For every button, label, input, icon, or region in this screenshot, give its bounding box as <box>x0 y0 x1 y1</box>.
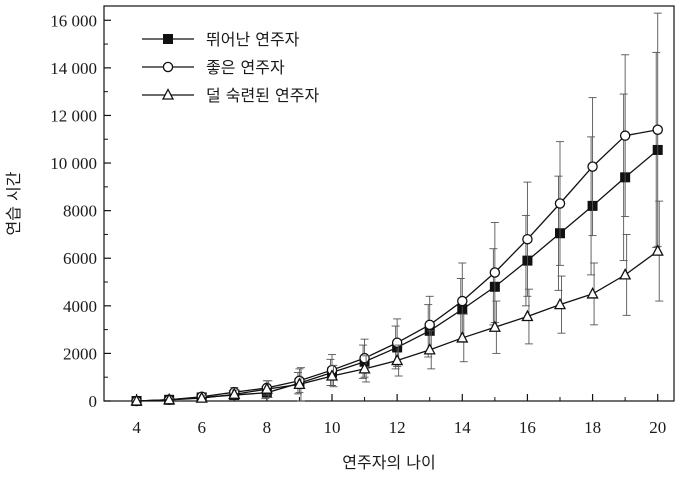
y-tick-label: 10 000 <box>50 154 97 173</box>
x-tick-label: 12 <box>389 418 406 437</box>
data-point <box>553 297 567 310</box>
legend-entry-excellent: 뛰어난 연주자 <box>142 30 300 49</box>
axis-ticks: 4 6 8 10 12 14 16 18 20 0 2000 4000 6000 8000 10 000 12… <box>50 11 666 437</box>
x-tick-label: 20 <box>649 418 666 437</box>
legend-label: 뛰어난 연주자 <box>206 30 300 49</box>
data-point <box>522 233 533 245</box>
data-point <box>195 391 208 403</box>
data-point <box>619 267 632 280</box>
data-point <box>457 295 468 307</box>
x-tick-label: 6 <box>197 418 206 437</box>
data-point <box>325 369 339 381</box>
x-tick-label: 18 <box>584 418 601 437</box>
data-point <box>652 124 663 135</box>
y-axis-title: 연습 시간 <box>4 171 23 235</box>
y-tick-label: 6000 <box>63 249 97 268</box>
data-point <box>391 337 403 348</box>
data-point <box>521 309 534 322</box>
data-point <box>293 377 306 389</box>
legend-marker <box>163 34 173 44</box>
data-point <box>587 161 598 172</box>
data-point <box>619 130 631 141</box>
data-point <box>651 244 664 256</box>
data-point <box>260 382 273 394</box>
y-tick-label: 8000 <box>63 202 97 221</box>
data-point <box>456 331 469 343</box>
y-tick-label: 2000 <box>63 344 97 363</box>
legend-entry-good: 좋은 연주자 <box>142 58 285 77</box>
data-point <box>423 342 436 355</box>
plot-frame <box>103 5 675 402</box>
legend-entry-less-skilled: 덜 숙련된 연주자 <box>142 86 319 105</box>
data-point <box>163 392 176 405</box>
x-tick-label: 8 <box>263 418 272 437</box>
plot-border <box>103 5 675 402</box>
x-tick-label: 10 <box>324 418 341 437</box>
y-tick-label: 16 000 <box>50 11 97 30</box>
x-tick-label: 4 <box>132 418 141 437</box>
series-less-skilled <box>130 200 664 406</box>
y-tick-label: 0 <box>89 392 98 411</box>
data-point <box>489 267 501 278</box>
data-point <box>228 387 241 399</box>
data-point <box>391 353 404 366</box>
legend-marker <box>161 88 175 100</box>
series-excellent <box>131 51 663 406</box>
series-group <box>130 12 664 407</box>
legend-marker <box>162 61 174 73</box>
data-point <box>424 319 435 331</box>
x-tick-label: 14 <box>454 418 472 437</box>
data-point <box>586 287 599 299</box>
y-tick-label: 4000 <box>63 297 97 316</box>
legend-label: 덜 숙련된 연주자 <box>206 86 319 105</box>
data-point <box>488 320 501 332</box>
data-point <box>358 361 371 374</box>
y-tick-label: 14 000 <box>50 59 97 78</box>
x-axis-title: 연주자의 나이 <box>342 453 435 472</box>
data-point <box>359 352 370 364</box>
data-point <box>554 198 566 209</box>
y-tick-label: 12 000 <box>50 106 97 125</box>
data-point <box>130 394 143 406</box>
legend-label: 좋은 연주자 <box>206 58 285 77</box>
x-tick-label: 16 <box>519 418 536 437</box>
